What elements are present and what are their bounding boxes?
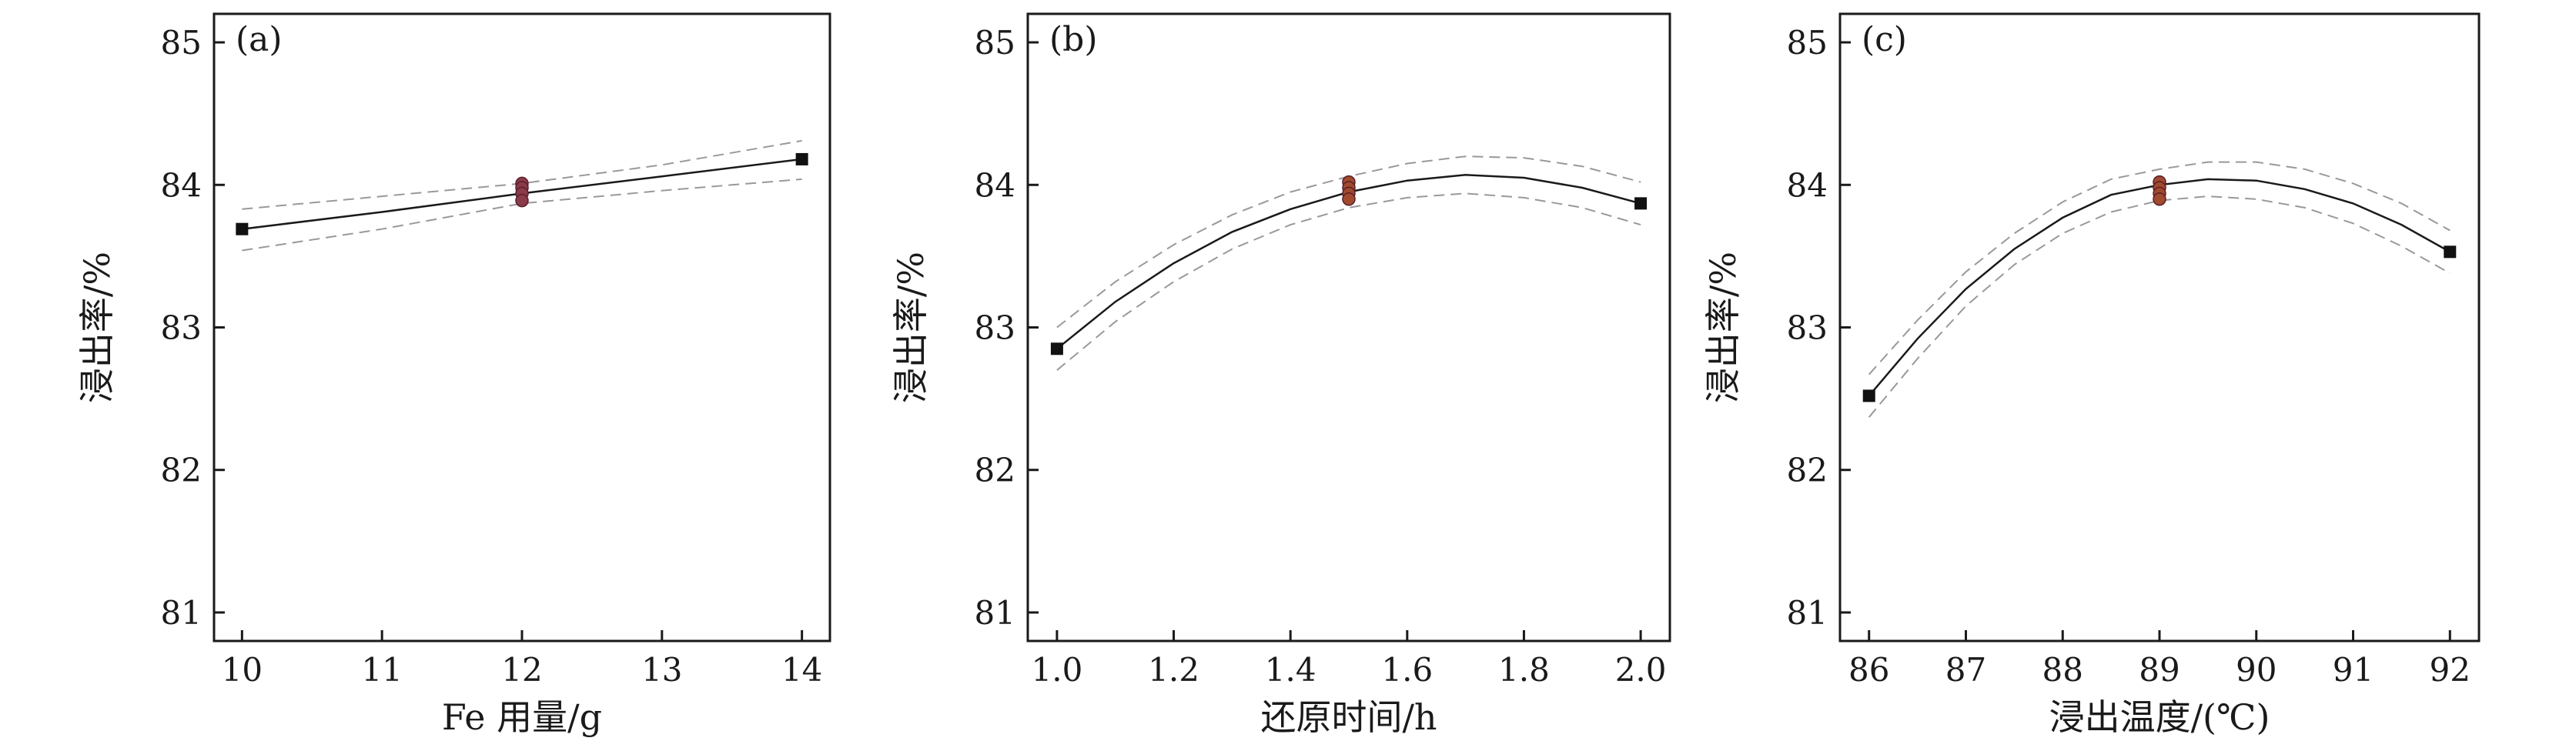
x-tick-label: 13 xyxy=(641,651,682,689)
y-tick-label: 83 xyxy=(1787,309,1828,347)
y-tick-label: 81 xyxy=(975,594,1015,632)
confidence-lower-line xyxy=(1056,192,1641,371)
x-tick-label: 11 xyxy=(361,651,402,689)
y-tick-label: 81 xyxy=(1787,594,1828,632)
y-tick-label: 83 xyxy=(161,309,202,347)
design-point xyxy=(2444,245,2457,259)
panel-label: (a) xyxy=(236,20,283,59)
confidence-lower-line xyxy=(242,178,802,252)
y-tick-label: 85 xyxy=(1787,24,1828,62)
panel-a: 10 11 12 13 14 81 82 83 84 85 Fe 用量/g 浸出率/% (a) xyxy=(76,12,831,738)
x-tick-label: 1.0 xyxy=(1032,651,1083,689)
design-point xyxy=(236,222,249,235)
y-tick-label: 84 xyxy=(1787,166,1828,204)
x-tick-label: 1.8 xyxy=(1498,651,1550,689)
x-tick-label: 88 xyxy=(2042,651,2083,689)
x-tick-label: 1.2 xyxy=(1148,651,1199,689)
x-tick-label: 87 xyxy=(1945,651,1986,689)
x-tick-label: 12 xyxy=(501,651,542,689)
y-tick-label: 82 xyxy=(161,452,202,489)
x-tick-label: 89 xyxy=(2139,651,2180,689)
y-tick-label: 85 xyxy=(161,24,202,62)
x-tick-label: 92 xyxy=(2430,651,2471,689)
design-point xyxy=(1634,197,1648,210)
plot-frame xyxy=(1838,12,2481,643)
panel-label: (c) xyxy=(1862,20,1907,59)
y-tick-label: 84 xyxy=(161,166,202,204)
panel-c: 86 87 88 89 90 91 92 81 82 83 84 85 浸出温度/(℃) 浸出率/% (c) xyxy=(1702,12,2481,738)
x-tick-label: 14 xyxy=(781,651,822,689)
y-axis-label: 浸出率/% xyxy=(76,252,118,403)
y-tick-label: 84 xyxy=(975,166,1015,204)
plot-frame xyxy=(1026,12,1671,643)
panel-label: (b) xyxy=(1049,20,1098,59)
design-point xyxy=(795,152,808,165)
x-tick-label: 90 xyxy=(2236,651,2277,689)
design-point xyxy=(1050,342,1063,355)
y-tick-label: 82 xyxy=(975,452,1015,489)
center-point xyxy=(2153,192,2166,206)
x-tick-label: 1.4 xyxy=(1265,651,1316,689)
y-tick-label: 82 xyxy=(1787,452,1828,489)
y-tick-label: 83 xyxy=(975,309,1015,347)
center-point xyxy=(515,193,529,208)
x-axis-label: 还原时间/h xyxy=(1260,696,1437,738)
confidence-upper-line xyxy=(1868,161,2451,376)
x-tick-label: 2.0 xyxy=(1615,651,1667,689)
x-axis-label: 浸出温度/(℃) xyxy=(2049,696,2270,738)
y-tick-label: 85 xyxy=(975,24,1015,62)
fitted-line xyxy=(1868,178,2451,397)
x-tick-label: 91 xyxy=(2333,651,2374,689)
y-axis-label: 浸出率/% xyxy=(890,252,932,403)
plot-frame xyxy=(212,12,831,643)
x-tick-label: 86 xyxy=(1848,651,1889,689)
x-axis-label: Fe 用量/g xyxy=(442,696,602,738)
design-point xyxy=(1862,389,1875,402)
x-tick-label: 10 xyxy=(222,651,263,689)
y-axis-label: 浸出率/% xyxy=(1702,252,1744,403)
panel-b: 1.0 1.2 1.4 1.6 1.8 2.0 81 82 83 84 85 还原时间/h 浸出率/% (… xyxy=(890,12,1671,738)
y-tick-label: 81 xyxy=(161,594,202,632)
center-point xyxy=(1342,192,1356,206)
confidence-lower-line xyxy=(1868,195,2451,418)
x-tick-label: 1.6 xyxy=(1381,651,1433,689)
